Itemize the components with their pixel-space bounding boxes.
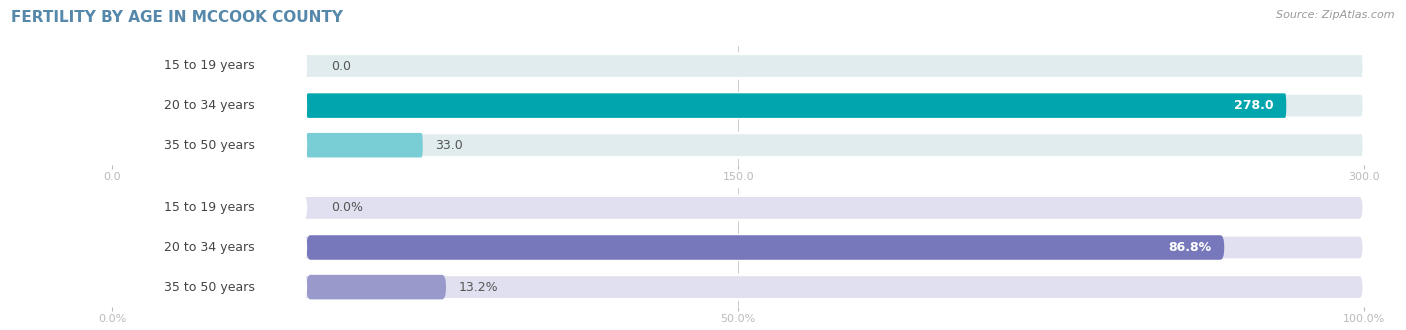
- Text: 20 to 34 years: 20 to 34 years: [165, 241, 254, 254]
- FancyBboxPatch shape: [112, 133, 307, 157]
- FancyBboxPatch shape: [112, 54, 1364, 78]
- FancyBboxPatch shape: [112, 93, 307, 118]
- Text: 33.0: 33.0: [436, 139, 463, 152]
- Text: 15 to 19 years: 15 to 19 years: [165, 59, 254, 73]
- FancyBboxPatch shape: [307, 235, 1225, 260]
- Text: FERTILITY BY AGE IN MCCOOK COUNTY: FERTILITY BY AGE IN MCCOOK COUNTY: [11, 10, 343, 25]
- Text: 278.0: 278.0: [1234, 99, 1274, 112]
- FancyBboxPatch shape: [112, 93, 1364, 118]
- FancyBboxPatch shape: [112, 54, 307, 78]
- Text: 13.2%: 13.2%: [458, 280, 498, 294]
- FancyBboxPatch shape: [307, 133, 423, 157]
- Text: 0.0%: 0.0%: [332, 201, 364, 214]
- FancyBboxPatch shape: [112, 133, 1364, 157]
- Text: 20 to 34 years: 20 to 34 years: [165, 99, 254, 112]
- Text: 35 to 50 years: 35 to 50 years: [165, 139, 254, 152]
- Text: 15 to 19 years: 15 to 19 years: [165, 201, 254, 214]
- FancyBboxPatch shape: [112, 275, 1364, 299]
- FancyBboxPatch shape: [307, 275, 446, 299]
- FancyBboxPatch shape: [112, 235, 1364, 260]
- FancyBboxPatch shape: [112, 275, 307, 299]
- FancyBboxPatch shape: [112, 196, 1364, 220]
- Text: 35 to 50 years: 35 to 50 years: [165, 280, 254, 294]
- FancyBboxPatch shape: [112, 235, 307, 260]
- Text: Source: ZipAtlas.com: Source: ZipAtlas.com: [1277, 10, 1395, 20]
- Text: 0.0: 0.0: [332, 59, 352, 73]
- FancyBboxPatch shape: [112, 196, 307, 220]
- Text: 86.8%: 86.8%: [1168, 241, 1212, 254]
- FancyBboxPatch shape: [307, 93, 1286, 118]
